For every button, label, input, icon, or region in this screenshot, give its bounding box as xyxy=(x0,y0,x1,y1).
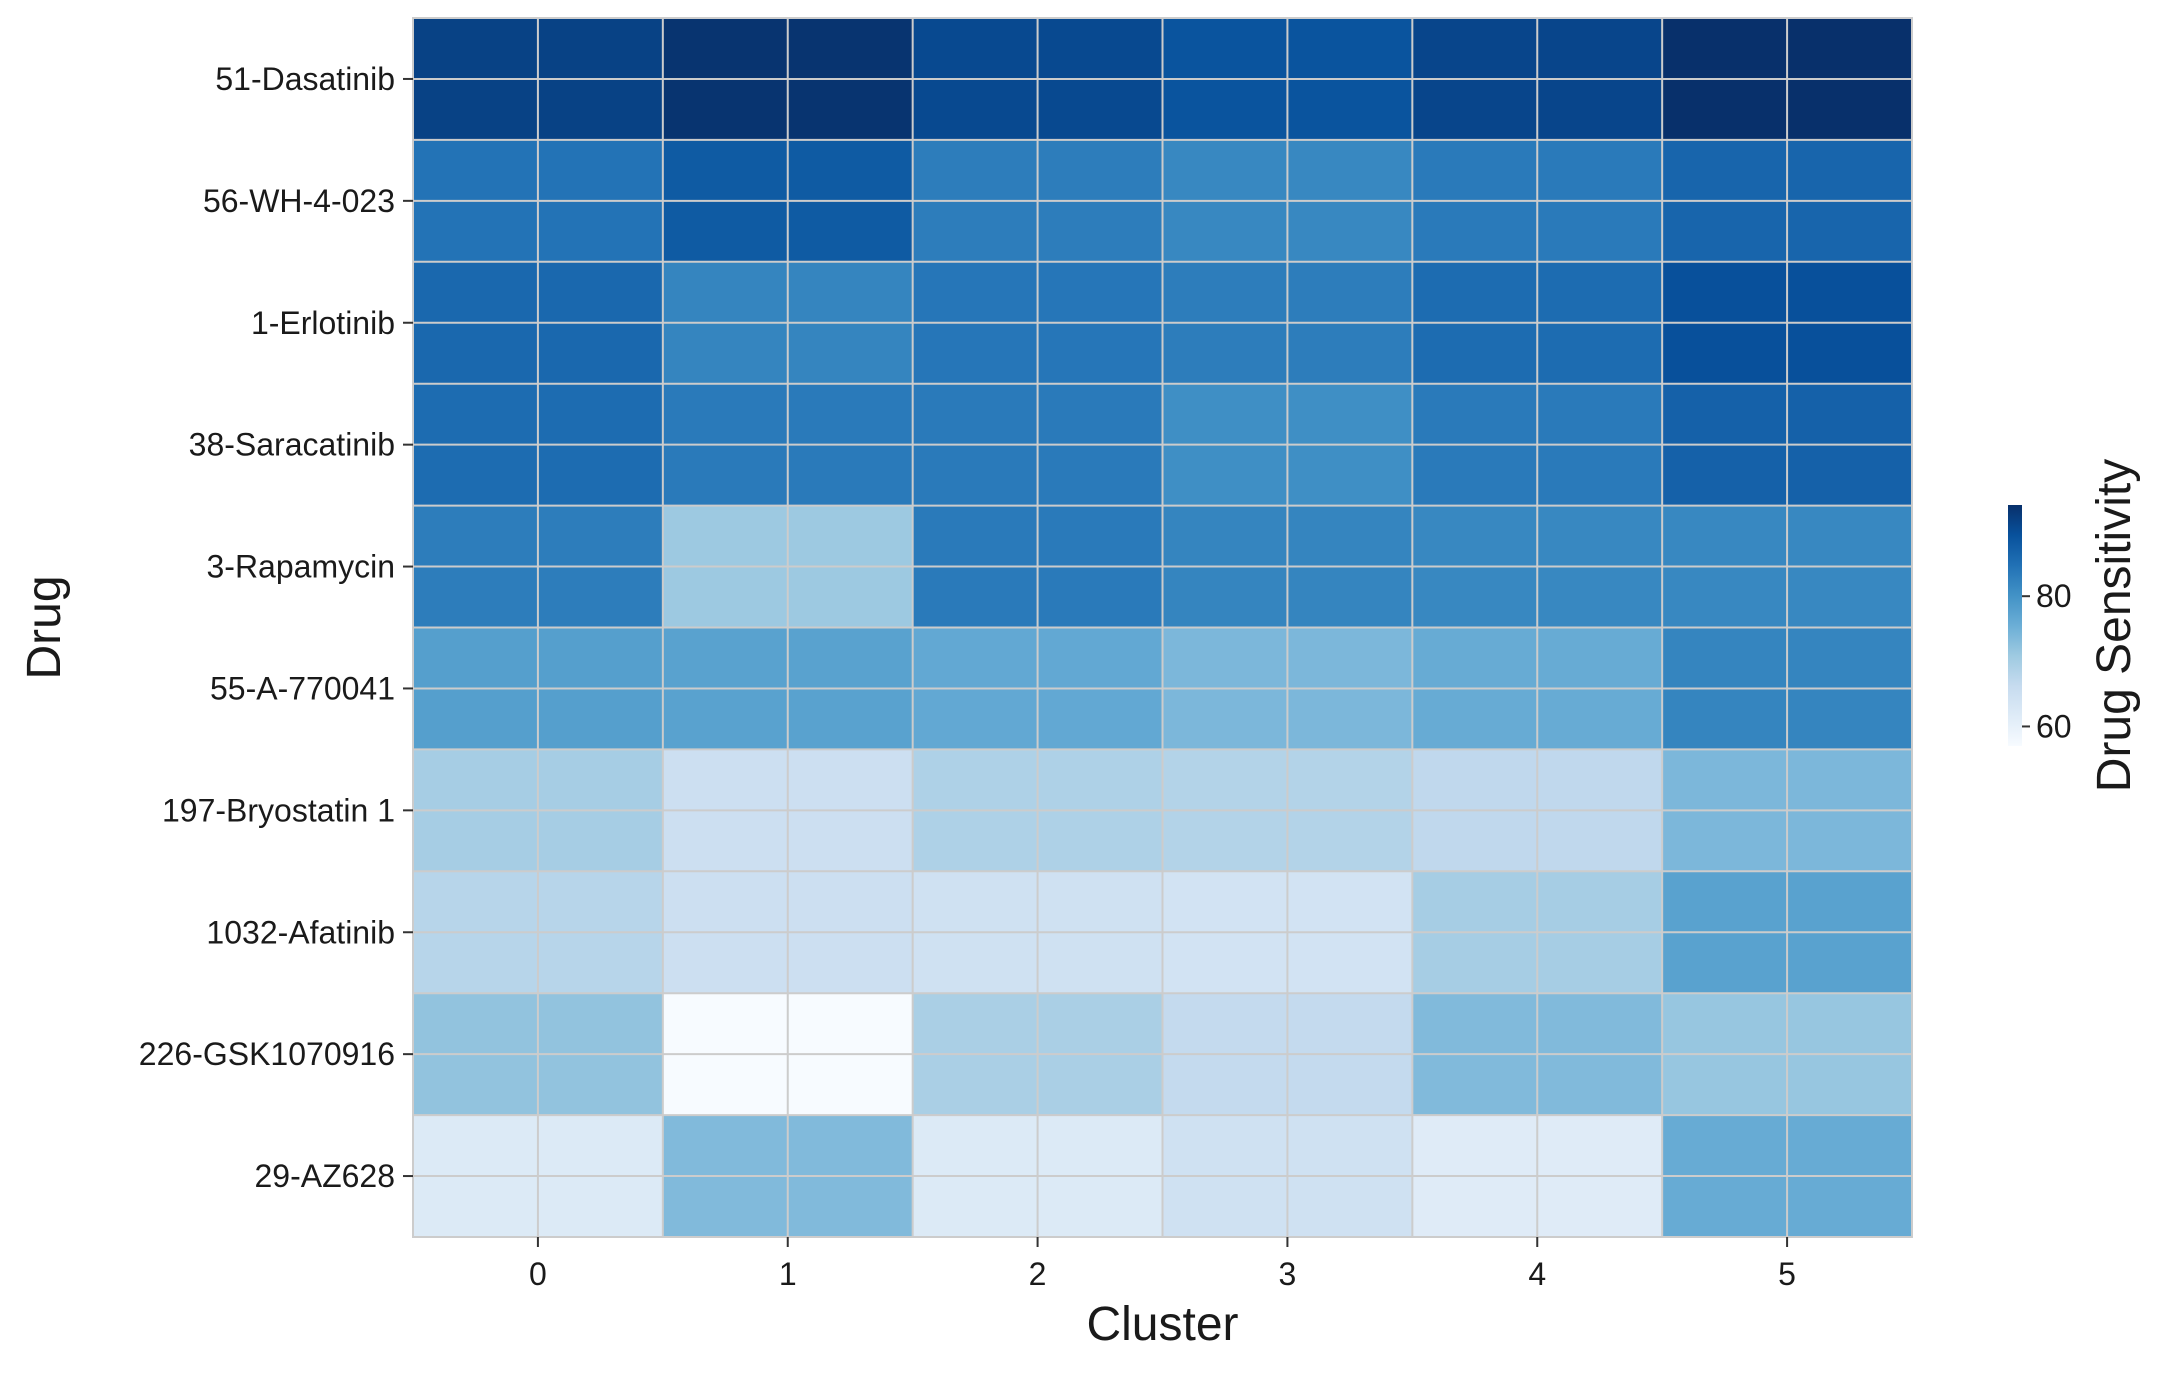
x-tick-label: 5 xyxy=(1778,1256,1796,1292)
x-axis-label: Cluster xyxy=(1086,1298,1238,1351)
y-tick-label: 1-Erlotinib xyxy=(251,305,395,341)
y-tick-label: 29-AZ628 xyxy=(254,1158,395,1194)
x-tick-label: 4 xyxy=(1528,1256,1546,1292)
colorbar-tick-label: 80 xyxy=(2036,578,2072,614)
colorbar xyxy=(2008,505,2022,746)
colorbar-ticks: 60 80 xyxy=(2022,578,2072,744)
x-tick-label: 2 xyxy=(1029,1256,1047,1292)
plot-border xyxy=(412,17,1913,1238)
colorbar-tick-label: 60 xyxy=(2036,708,2072,744)
y-axis-ticks: 51-Dasatinib 56-WH-4-023 1-Erlotinib 38-Sar… xyxy=(139,61,413,1194)
x-tick-label: 1 xyxy=(779,1256,797,1292)
y-tick-label: 38-Saracatinib xyxy=(189,427,395,463)
y-axis-label: Drug xyxy=(18,575,71,679)
y-tick-label: 3-Rapamycin xyxy=(206,549,395,585)
y-tick-label: 1032-Afatinib xyxy=(206,914,395,950)
y-tick-label: 226-GSK1070916 xyxy=(139,1036,395,1072)
y-tick-label: 51-Dasatinib xyxy=(215,61,395,97)
y-tick-label: 55-A-770041 xyxy=(210,670,395,706)
x-axis-ticks: 0 1 2 3 4 5 xyxy=(529,1237,1796,1292)
colorbar-label: Drug Sensitivity xyxy=(2088,459,2141,792)
x-tick-label: 3 xyxy=(1279,1256,1297,1292)
x-tick-label: 0 xyxy=(529,1256,547,1292)
y-tick-label: 56-WH-4-023 xyxy=(203,183,395,219)
y-tick-label: 197-Bryostatin 1 xyxy=(162,792,395,828)
heatmap-gridlines xyxy=(413,18,1912,1237)
